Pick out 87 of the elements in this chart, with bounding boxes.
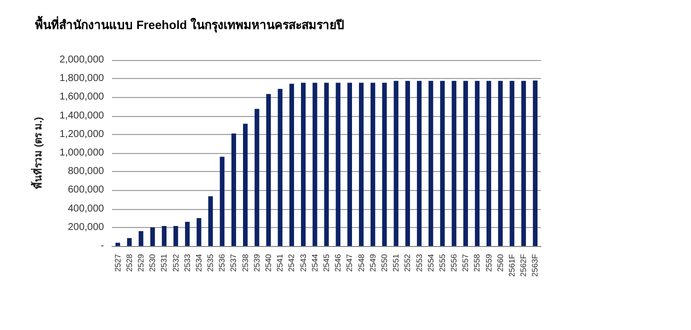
y-axis-title: พื้นที่รวม (ตร ม.) [30,117,44,189]
bar [452,80,456,246]
bar [266,94,271,246]
y-tick-label: 800,000 [68,166,104,178]
bar [312,82,318,246]
bar [243,124,248,246]
bar [416,80,422,246]
y-tick-label: 1,200,000 [60,128,104,140]
bar [510,80,514,246]
bar [394,80,398,246]
x-tick-label: 2541 [276,253,285,272]
x-tick-label: 2548 [356,253,366,272]
bar [428,80,434,246]
x-tick-label: 2544 [310,253,320,272]
x-tick-label: 2550 [380,253,389,272]
chart-title: พื้นที่สำนักงานแบบ Freehold ในกรุงเทพมหานครสะสมรายปี [35,15,344,33]
bar [521,80,526,246]
x-tick-label: 2532 [171,253,180,272]
y-tick-label: 600,000 [68,184,104,196]
x-tick-label: 2530 [148,253,158,272]
x-tick-label: 2534 [194,253,204,272]
bar [278,88,282,246]
x-tick-label: 2558 [472,253,482,272]
x-tick-label: 2546 [334,253,343,272]
x-tick-label: 2538 [240,253,250,272]
bar [300,82,306,246]
bar [208,196,213,246]
x-tick-label: 2553 [414,253,424,272]
bar [220,156,224,246]
x-tick-label: 2528 [124,253,134,272]
x-tick-label: 2529 [136,253,146,272]
bar [532,80,538,246]
x-tick-label: 2559 [484,253,494,272]
bar [358,82,364,246]
x-tick-label: 2547 [345,253,354,272]
y-tick-label: 2,000,000 [60,54,104,66]
x-tick-label: 2540 [264,253,274,272]
x-tick-label: 2561F [508,254,517,277]
x-tick-label: 2542 [287,253,296,272]
bar [138,231,144,246]
bar [162,226,166,246]
bar [196,218,202,246]
y-tick-label: 1,600,000 [60,92,104,103]
y-tick-label: - [100,240,104,252]
bar [127,238,132,246]
bar [231,133,236,246]
x-tick-label: 2556 [450,253,459,272]
x-tick-label: 2536 [218,253,227,272]
x-tick-label: 2543 [298,253,308,272]
bar [498,80,503,246]
bar [463,80,468,246]
y-tick-label: 400,000 [68,203,104,214]
x-tick-label: 2539 [252,253,262,272]
bar [185,222,190,246]
bar [440,80,445,246]
x-tick-label: 2527 [113,253,122,272]
y-tick-label: 1,800,000 [60,73,104,84]
bar [382,82,387,246]
bar [150,227,155,246]
bar [254,108,260,246]
bar [336,82,340,246]
bar [347,82,352,246]
x-tick-label: 2554 [426,253,436,272]
x-tick-label: 2555 [438,253,447,272]
x-tick-label: 2560 [496,253,505,272]
x-tick-label: 2545 [322,253,331,272]
x-tick-label: 2557 [461,253,470,272]
y-tick-label: 200,000 [68,222,104,233]
y-tick-label: 1,000,000 [60,148,104,158]
bar [115,242,120,246]
y-tick-label: 1,400,000 [60,110,104,122]
x-tick-label: 2563F [530,254,540,277]
x-tick-label: 2531 [160,253,169,272]
bar [289,84,294,246]
bar [173,226,178,246]
x-tick-label: 2552 [403,253,412,272]
bar [486,80,492,246]
x-tick-label: 2562F [519,254,528,277]
x-tick-label: 2535 [206,253,216,272]
bar [405,80,410,246]
x-tick-label: 2533 [182,253,192,272]
bar [324,82,329,246]
x-tick-label: 2549 [368,253,378,272]
x-tick-label: 2537 [229,253,238,272]
bar [370,82,376,246]
bar [474,80,480,246]
x-tick-label: 2551 [392,253,401,272]
